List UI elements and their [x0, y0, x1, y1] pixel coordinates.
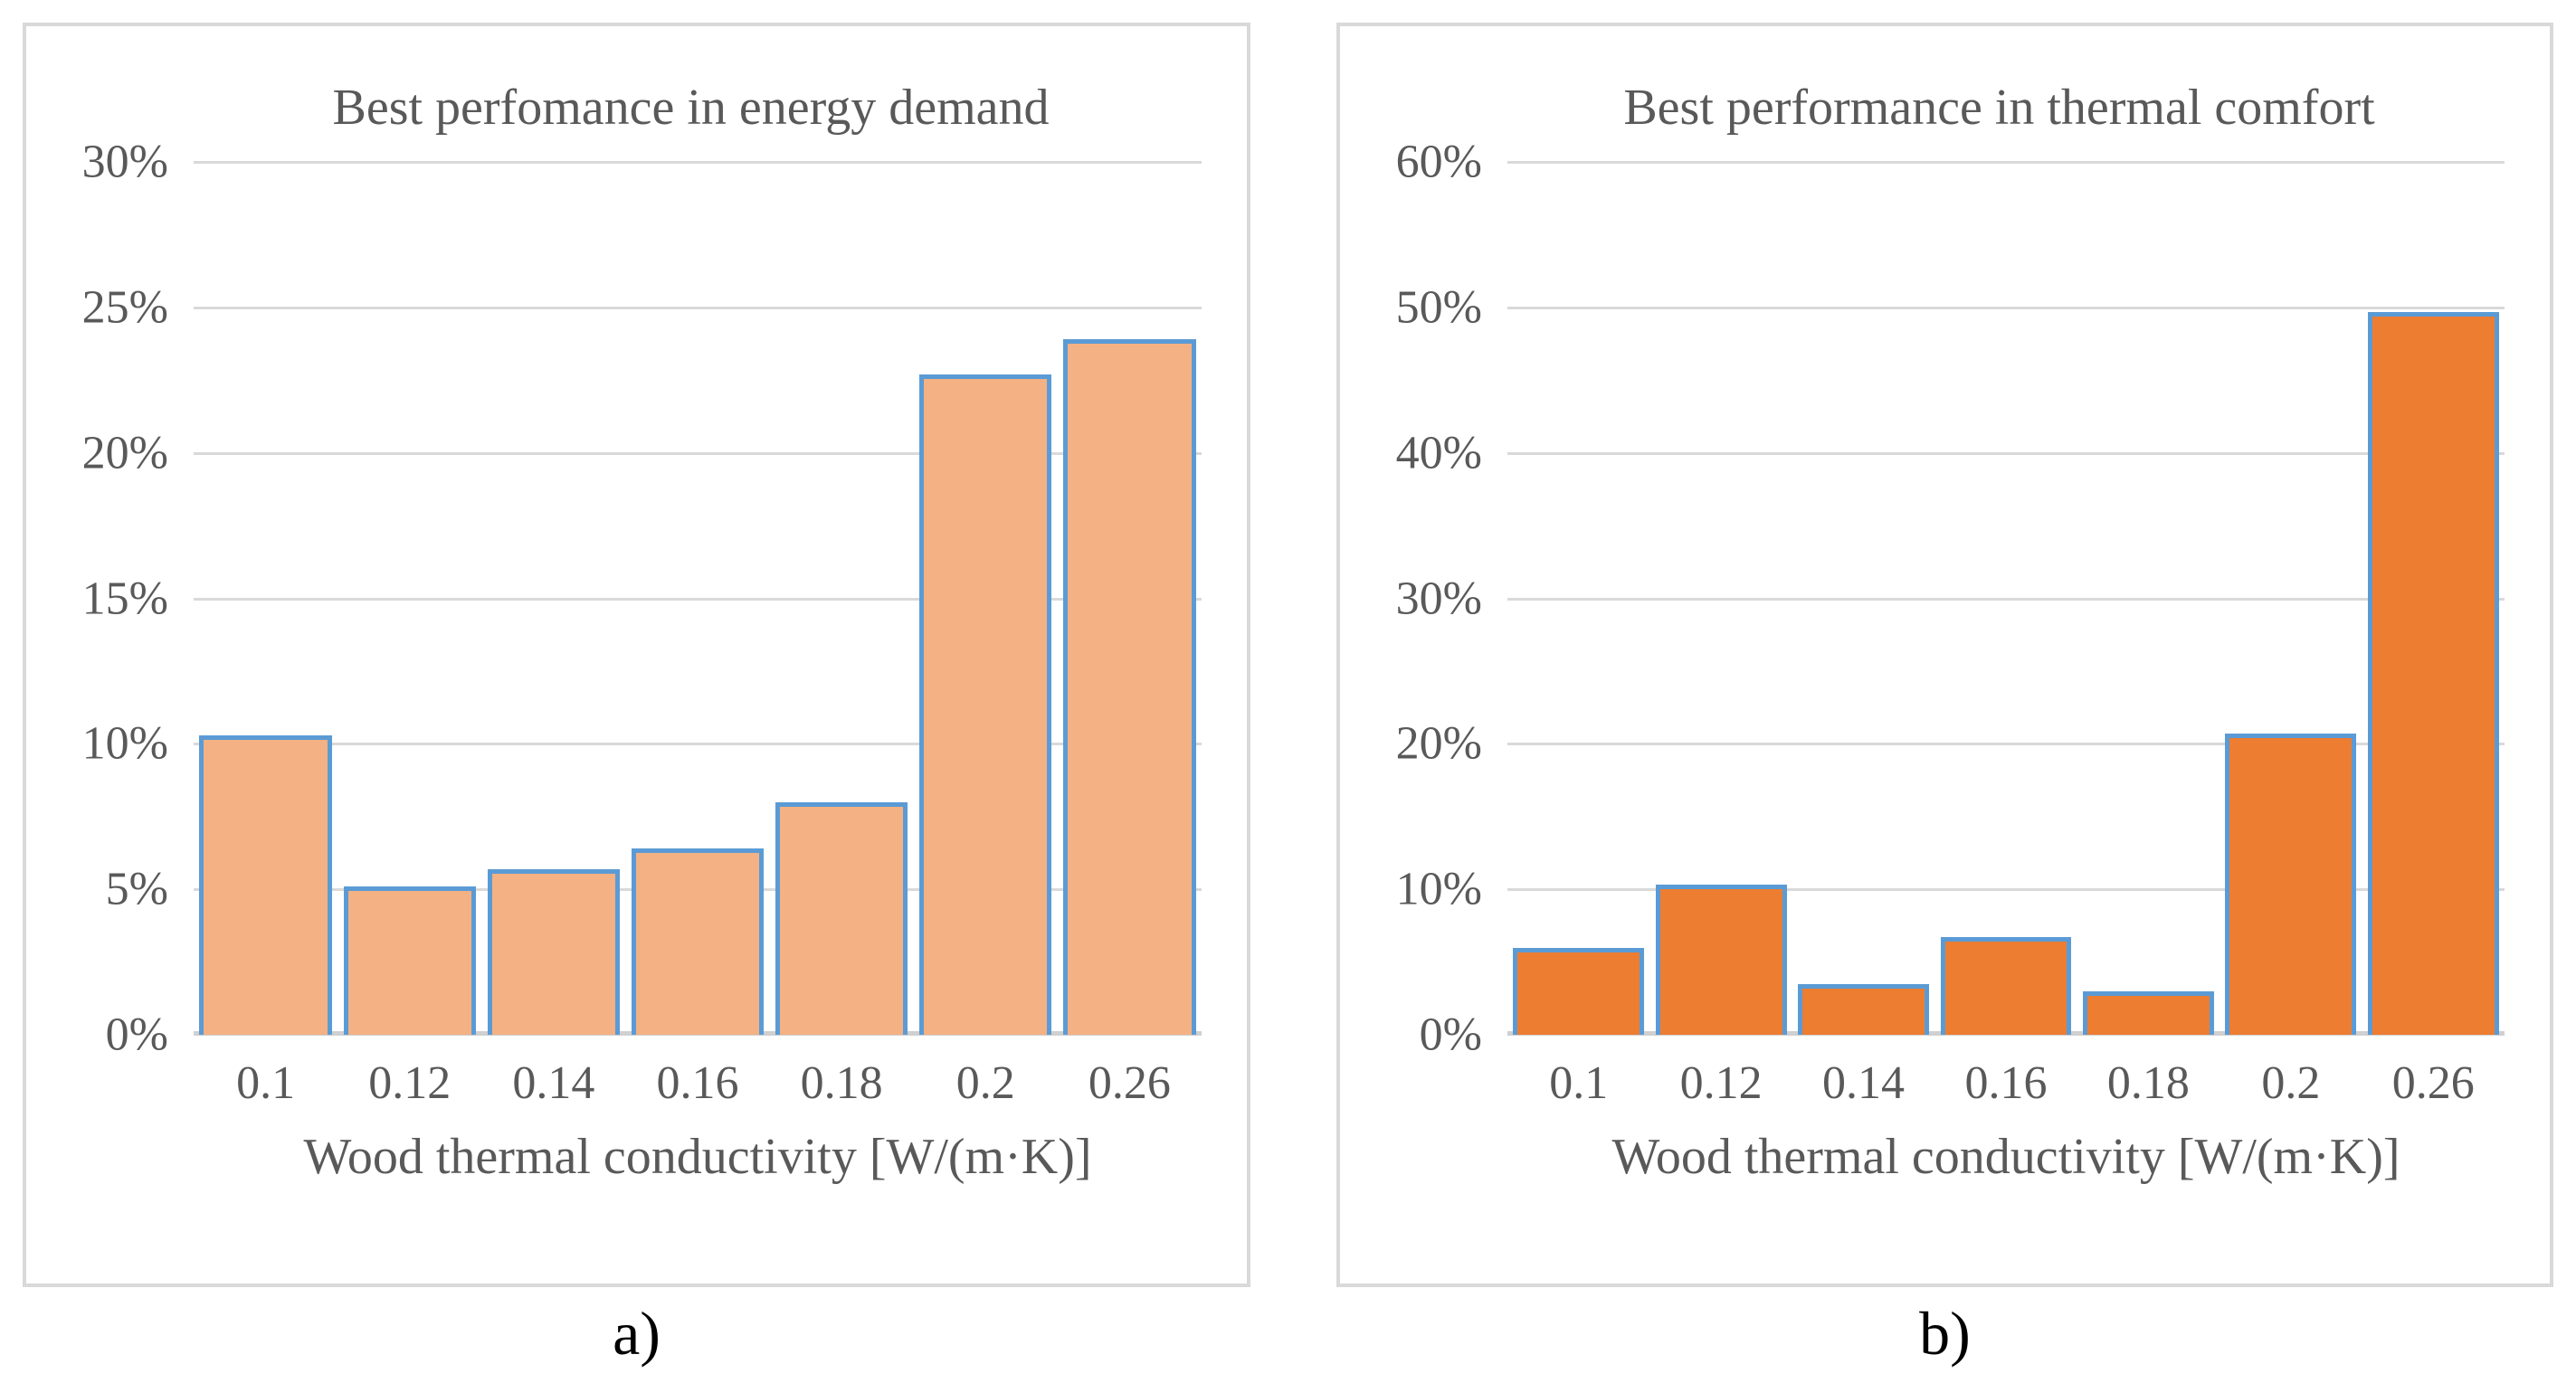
bar-0.18 — [2082, 990, 2214, 1035]
bar-0.2 — [919, 374, 1052, 1035]
x-tick-label: 0.16 — [1964, 1057, 2048, 1109]
x-tick-label: 0.18 — [800, 1057, 883, 1109]
x-axis-title: Wood thermal conductivity [W/(m·K)] — [1611, 1129, 2400, 1185]
x-tick-label: 0.2 — [955, 1057, 1015, 1109]
chart-panel-thermal-comfort: Best performance in thermal comfort 60% 5… — [1336, 23, 2553, 1287]
bar-slot — [2077, 162, 2220, 1035]
bar-0.14 — [487, 868, 621, 1035]
y-tick-label: 30% — [1395, 573, 1482, 624]
y-tick-label: 25% — [81, 281, 168, 334]
gridline — [1507, 743, 2505, 746]
y-tick-label: 30% — [81, 136, 168, 188]
gridline — [1507, 597, 2505, 601]
x-tick-label: 0.16 — [656, 1057, 739, 1109]
bar-0.18 — [775, 801, 908, 1035]
y-axis: 60% 50% 40% 30% 20% 10% 0% — [1340, 137, 1507, 1061]
bar-0.16 — [1940, 937, 2072, 1035]
x-axis: 0.1 0.12 0.14 0.16 0.18 0.2 0.26 — [194, 1056, 1202, 1110]
panel-column-a: Best perfomance in energy demand 30% 25% 2… — [23, 23, 1250, 1383]
chart-body: 60% 50% 40% 30% 20% 10% 0% — [1340, 137, 2550, 1061]
bar-slot — [914, 162, 1058, 1035]
plot-area — [194, 161, 1202, 1036]
bar-0.2 — [2225, 734, 2357, 1035]
x-tick-label: 0.1 — [1549, 1057, 1609, 1109]
y-tick-label: 0% — [1419, 1009, 1482, 1061]
gridline — [194, 161, 1202, 164]
bar-0.1 — [199, 734, 332, 1035]
y-tick-label: 60% — [1395, 136, 1482, 188]
bar-0.14 — [1798, 983, 1929, 1035]
x-tick-label: 0.18 — [2106, 1057, 2190, 1109]
gridline — [1507, 888, 2505, 892]
bar-slot — [2220, 162, 2362, 1035]
bar-slot — [1792, 162, 1934, 1035]
plot-area — [1507, 161, 2505, 1036]
bar-slot — [337, 162, 481, 1035]
x-tick-label: 0.14 — [512, 1057, 595, 1109]
gridline — [1507, 161, 2505, 164]
bar-0.12 — [343, 886, 476, 1035]
gridline — [194, 597, 1202, 601]
bar-0.12 — [1655, 885, 1787, 1035]
gridline — [194, 306, 1202, 309]
bar-slot — [625, 162, 769, 1035]
bars-group — [1507, 162, 2505, 1035]
bar-slot — [770, 162, 914, 1035]
x-tick-label: 0.12 — [1679, 1057, 1763, 1109]
bar-slot — [2362, 162, 2505, 1035]
chart-body: 30% 25% 20% 15% 10% 5% 0% — [26, 137, 1247, 1061]
y-tick-label: 15% — [81, 573, 168, 624]
gridline — [194, 743, 1202, 746]
bar-slot — [1507, 162, 1649, 1035]
y-tick-label: 0% — [105, 1009, 168, 1061]
panel-caption-a: a) — [613, 1299, 661, 1368]
x-axis-title: Wood thermal conductivity [W/(m·K)] — [303, 1129, 1092, 1185]
x-axis: 0.1 0.12 0.14 0.16 0.18 0.2 0.26 — [1507, 1056, 2505, 1110]
bar-0.26 — [2367, 311, 2499, 1035]
chart-panel-energy-demand: Best perfomance in energy demand 30% 25% 2… — [23, 23, 1250, 1287]
x-tick-label: 0.1 — [236, 1057, 296, 1109]
bar-slot — [1934, 162, 2077, 1035]
bar-slot — [1058, 162, 1202, 1035]
x-tick-label: 0.2 — [2261, 1057, 2321, 1109]
x-tick-label: 0.26 — [2391, 1057, 2475, 1109]
bar-slot — [1649, 162, 1792, 1035]
y-tick-label: 20% — [1395, 717, 1482, 770]
panel-column-b: Best performance in thermal comfort 60% 5… — [1336, 23, 2553, 1383]
y-axis: 30% 25% 20% 15% 10% 5% 0% — [26, 137, 194, 1061]
y-tick-label: 50% — [1395, 281, 1482, 334]
y-tick-label: 10% — [81, 717, 168, 770]
x-tick-label: 0.26 — [1088, 1057, 1171, 1109]
bar-0.26 — [1063, 339, 1196, 1035]
bars-group — [194, 162, 1202, 1035]
gridline — [1507, 451, 2505, 455]
y-tick-label: 5% — [105, 863, 168, 915]
chart-title: Best performance in thermal comfort — [1623, 80, 2375, 136]
x-tick-label: 0.14 — [1822, 1057, 1906, 1109]
chart-title: Best perfomance in energy demand — [332, 80, 1050, 136]
y-tick-label: 40% — [1395, 427, 1482, 479]
y-tick-label: 20% — [81, 427, 168, 479]
x-tick-label: 0.12 — [368, 1057, 452, 1109]
bar-0.1 — [1513, 947, 1645, 1035]
bar-0.16 — [631, 848, 765, 1035]
bar-slot — [481, 162, 625, 1035]
bar-slot — [194, 162, 337, 1035]
panel-caption-b: b) — [1919, 1299, 1971, 1368]
gridline — [194, 451, 1202, 455]
y-tick-label: 10% — [1395, 863, 1482, 915]
gridline — [1507, 306, 2505, 309]
